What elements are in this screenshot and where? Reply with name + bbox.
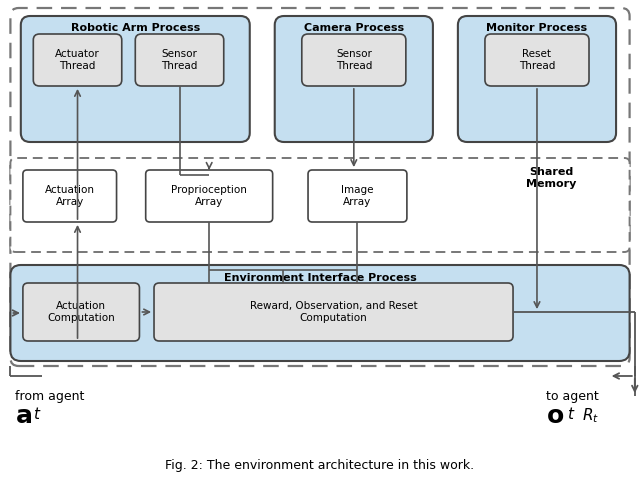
FancyBboxPatch shape (302, 34, 406, 86)
FancyBboxPatch shape (146, 170, 273, 222)
FancyBboxPatch shape (10, 265, 630, 361)
Text: Environment Interface Process: Environment Interface Process (223, 273, 417, 283)
FancyBboxPatch shape (10, 8, 630, 366)
Text: $t$: $t$ (33, 406, 42, 422)
Text: Actuation
Computation: Actuation Computation (47, 301, 115, 323)
Text: Reward, Observation, and Reset
Computation: Reward, Observation, and Reset Computati… (250, 301, 417, 323)
FancyBboxPatch shape (458, 16, 616, 142)
FancyBboxPatch shape (33, 34, 122, 86)
Text: Proprioception
Array: Proprioception Array (172, 185, 247, 207)
Text: $R_t$: $R_t$ (582, 406, 599, 425)
Text: Image
Array: Image Array (341, 185, 374, 207)
Text: Camera Process: Camera Process (304, 23, 404, 33)
Text: Sensor
Thread: Sensor Thread (335, 49, 372, 71)
Text: $t$: $t$ (567, 406, 575, 422)
Text: $\mathbf{a}$: $\mathbf{a}$ (15, 404, 31, 428)
FancyBboxPatch shape (308, 170, 407, 222)
Text: $\mathbf{o}$: $\mathbf{o}$ (547, 404, 564, 428)
FancyBboxPatch shape (135, 34, 224, 86)
FancyBboxPatch shape (275, 16, 433, 142)
Text: to agent: to agent (547, 390, 599, 403)
FancyBboxPatch shape (485, 34, 589, 86)
Text: Shared
Memory: Shared Memory (526, 167, 577, 189)
FancyBboxPatch shape (10, 158, 630, 252)
Text: Sensor
Thread: Sensor Thread (161, 49, 198, 71)
Text: Monitor Process: Monitor Process (486, 23, 588, 33)
Text: Robotic Arm Process: Robotic Arm Process (70, 23, 200, 33)
FancyBboxPatch shape (23, 170, 116, 222)
FancyBboxPatch shape (21, 16, 250, 142)
FancyBboxPatch shape (154, 283, 513, 341)
Text: from agent: from agent (15, 390, 84, 403)
Text: Reset
Thread: Reset Thread (519, 49, 555, 71)
Text: Actuation
Array: Actuation Array (45, 185, 95, 207)
Text: Fig. 2: The environment architecture in this work.: Fig. 2: The environment architecture in … (165, 458, 474, 471)
Text: Actuator
Thread: Actuator Thread (55, 49, 100, 71)
FancyBboxPatch shape (23, 283, 140, 341)
